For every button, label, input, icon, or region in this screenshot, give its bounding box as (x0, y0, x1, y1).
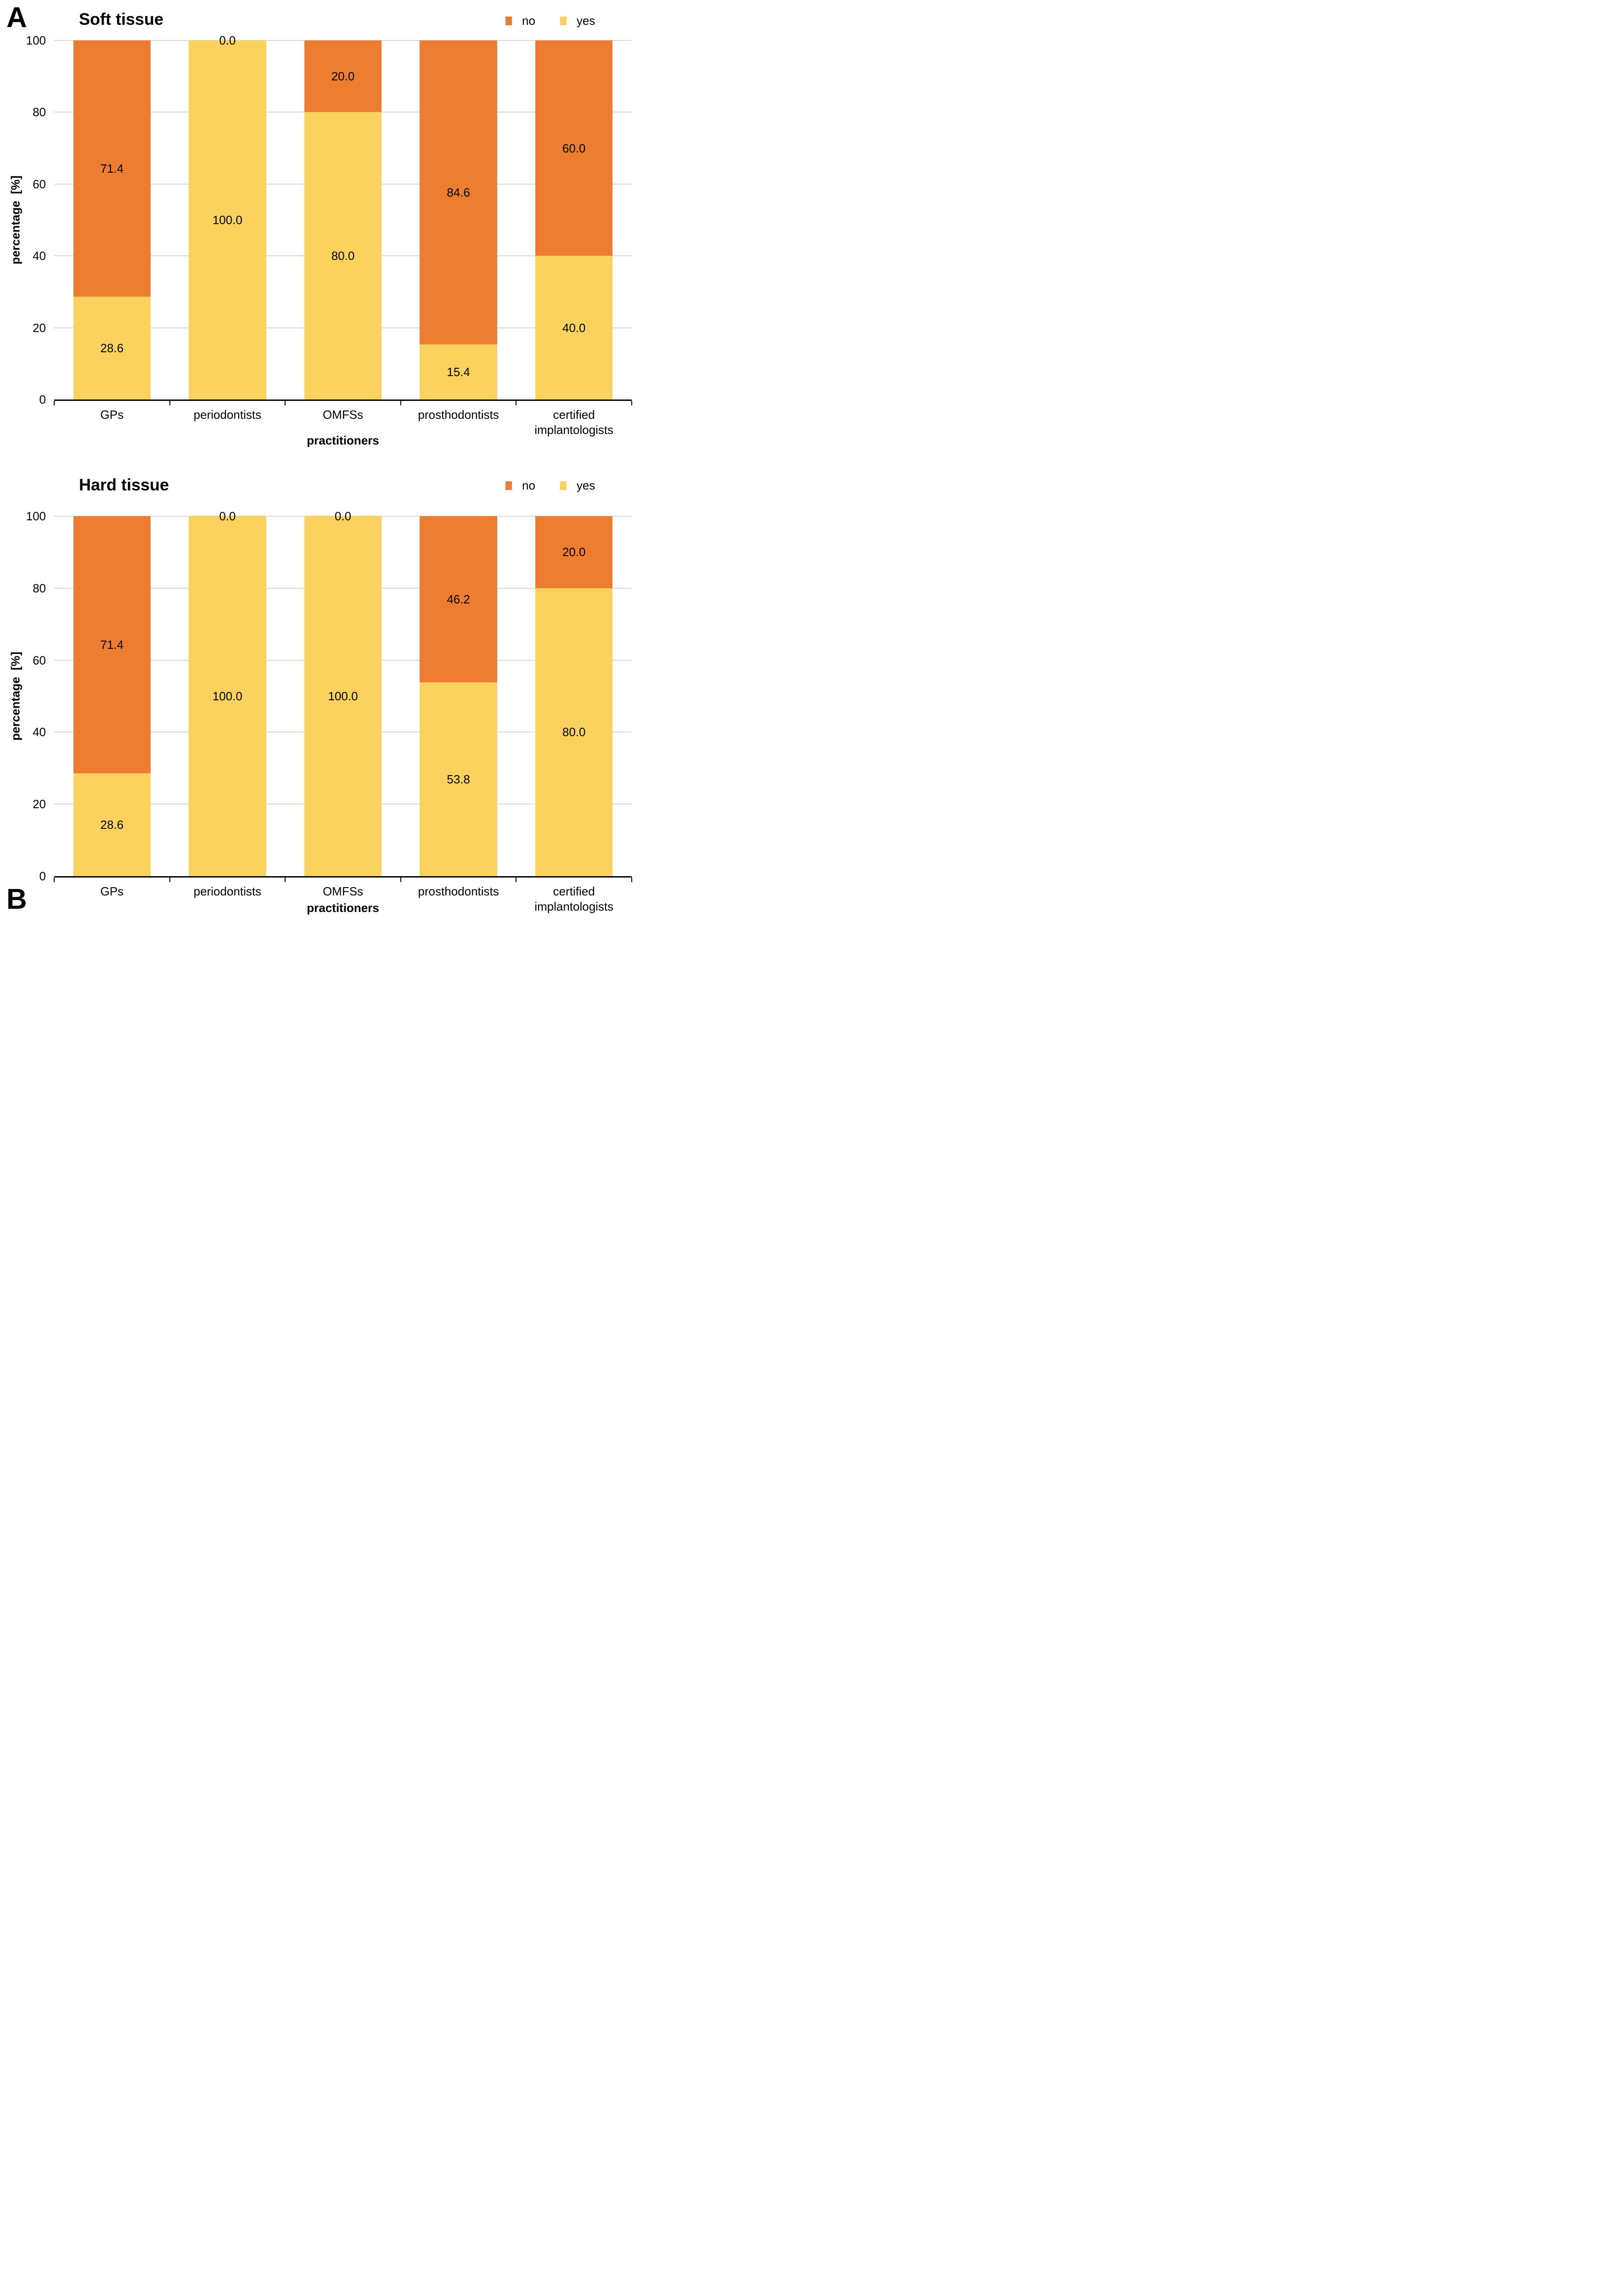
bar-segment-no-GPs (73, 516, 151, 773)
y-tick-label-100: 100 (26, 34, 46, 47)
value-label-yes-certified implantologists: 80.0 (562, 725, 586, 739)
value-label-yes-prosthodontists: 15.4 (447, 365, 470, 379)
legend-item-no: no (505, 15, 535, 27)
x-axis-tick-mark (285, 878, 286, 882)
y-tick-label-40: 40 (33, 249, 46, 263)
panel-b-letter: B (6, 884, 27, 915)
bar-segment-yes-periodontists (189, 40, 266, 400)
y-tick-label-20: 20 (33, 797, 46, 811)
y-tick-label-40: 40 (33, 725, 46, 739)
bar-segment-no-prosthodontists (420, 40, 497, 344)
panel-a-letter: A (6, 2, 27, 34)
bar-segment-yes-OMFSs (304, 516, 382, 876)
y-tick-label-100: 100 (26, 509, 46, 523)
legend-item-yes: yes (560, 15, 595, 27)
category-label-periodontists: periodontists (193, 408, 262, 422)
value-label-no-prosthodontists: 84.6 (447, 185, 470, 199)
x-axis-tick-mark (54, 401, 55, 405)
bar-segment-yes-GPs (73, 297, 151, 400)
x-axis-tick-mark (631, 401, 632, 405)
chart-a-x-axis-title: practitioners (307, 433, 379, 447)
y-tick-label-0: 0 (39, 393, 46, 406)
category-label-GPs: GPs (100, 408, 124, 422)
x-axis-tick-mark (285, 401, 286, 405)
chart-a-y-axis-title: percentage [%] (8, 175, 22, 264)
chart-b-legend: no yes (505, 478, 595, 492)
value-label-no-prosthodontists: 46.2 (447, 592, 470, 607)
value-label-yes-periodontists: 100.0 (212, 689, 242, 703)
chart-a-legend: no yes (505, 14, 595, 28)
x-axis-tick-mark (169, 401, 170, 405)
x-axis-tick-mark (54, 878, 55, 882)
bar-segment-yes-prosthodontists (420, 682, 497, 876)
bar-segment-yes-periodontists (189, 516, 266, 876)
chart-b-title: Hard tissue (79, 475, 169, 494)
bar-segment-no-certified implantologists (535, 40, 613, 256)
bar-segment-no-OMFSs (304, 40, 382, 113)
legend-item-no: no (505, 479, 535, 491)
category-label-prosthodontists: prosthodontists (418, 884, 499, 898)
chart-a-plot-area: 0 20 40 60 80 100 28.6 71.4 100.0 0.0 80.0 20.0 15.4… (26, 34, 632, 437)
x-axis-tick-mark (400, 401, 401, 405)
chart-b-y-axis-title: percentage [%] (8, 652, 22, 741)
value-label-no-OMFSs: 20.0 (331, 69, 355, 84)
legend-swatch-yes (560, 481, 567, 490)
x-axis-tick-mark (400, 878, 401, 882)
bar-segment-yes-certified implantologists (535, 588, 613, 876)
value-label-no-periodontists: 0.0 (219, 509, 236, 523)
category-label-certified implantologists: certified implantologists (534, 884, 614, 914)
value-label-no-certified implantologists: 60.0 (562, 141, 586, 155)
category-label-prosthodontists: prosthodontists (418, 408, 499, 422)
legend-label-no: no (522, 14, 535, 28)
bar-segment-no-prosthodontists (420, 516, 497, 683)
value-label-yes-periodontists: 100.0 (212, 213, 242, 227)
bar-segment-yes-OMFSs (304, 112, 382, 400)
bar-segment-no-certified implantologists (535, 516, 613, 588)
value-label-no-OMFSs: 0.0 (334, 509, 352, 523)
category-label-OMFSs: OMFSs (322, 884, 364, 898)
chart-b-x-axis-title: practitioners (307, 901, 379, 915)
value-label-yes-OMFSs: 80.0 (331, 249, 355, 263)
value-label-no-GPs: 71.4 (100, 637, 124, 652)
y-tick-label-60: 60 (33, 653, 46, 667)
legend-swatch-no (505, 16, 512, 25)
category-label-certified implantologists: certified implantologists (534, 408, 614, 437)
y-tick-label-60: 60 (33, 177, 46, 191)
y-tick-label-80: 80 (33, 105, 46, 119)
value-label-yes-OMFSs: 100.0 (328, 689, 358, 703)
category-label-GPs: GPs (100, 884, 124, 898)
bar-segment-yes-GPs (73, 773, 151, 876)
value-label-yes-certified implantologists: 40.0 (562, 321, 586, 335)
x-axis-tick-mark (631, 878, 632, 882)
y-tick-label-0: 0 (39, 869, 46, 883)
y-tick-label-20: 20 (33, 321, 46, 335)
category-label-periodontists: periodontists (193, 884, 262, 898)
bar-segment-yes-certified implantologists (535, 256, 613, 400)
category-label-OMFSs: OMFSs (322, 408, 364, 422)
value-label-no-periodontists: 0.0 (219, 34, 236, 47)
legend-item-yes: yes (560, 479, 595, 491)
legend-swatch-no (505, 481, 512, 490)
x-axis-tick-mark (169, 878, 170, 882)
value-label-yes-GPs: 28.6 (100, 817, 124, 832)
value-label-no-GPs: 71.4 (100, 162, 124, 176)
legend-label-no: no (522, 478, 535, 492)
value-label-no-certified implantologists: 20.0 (562, 545, 586, 559)
value-label-yes-prosthodontists: 53.8 (447, 772, 470, 787)
y-tick-label-80: 80 (33, 581, 46, 595)
bar-segment-yes-prosthodontists (420, 344, 497, 400)
legend-swatch-yes (560, 16, 567, 25)
value-label-yes-GPs: 28.6 (100, 341, 124, 355)
legend-label-yes: yes (576, 14, 595, 28)
chart-b-plot-area: 0 20 40 60 80 100 28.6 71.4 100.0 0.0 100.0 0.0 53.8… (26, 510, 632, 913)
bar-segment-no-GPs (73, 40, 151, 297)
legend-label-yes: yes (576, 478, 595, 492)
chart-a-title: Soft tissue (79, 10, 164, 28)
